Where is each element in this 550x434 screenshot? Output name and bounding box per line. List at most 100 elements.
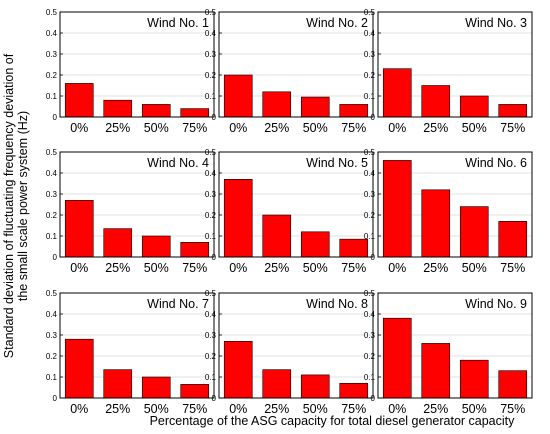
bar (262, 91, 292, 118)
y-tick-label: 0 (212, 113, 217, 122)
bar (339, 238, 369, 258)
x-tick-label: 25% (105, 121, 130, 135)
bar (459, 206, 489, 258)
bar (103, 369, 133, 399)
bar (103, 228, 133, 258)
x-tick-label: 0% (229, 402, 247, 416)
bar (382, 317, 412, 399)
x-axis-label: Percentage of the ASG capacity for total… (150, 414, 516, 428)
panel-title: Wind No. 4 (147, 156, 209, 170)
y-tick-label: 0.3 (205, 50, 217, 59)
y-tick-label: 0.4 (46, 169, 58, 178)
bar (64, 338, 94, 399)
panel-title: Wind No. 7 (147, 297, 209, 311)
y-tick-label: 0 (53, 253, 58, 262)
plot-frame (59, 151, 215, 258)
y-tick-label: 0.1 (205, 232, 217, 241)
y-tick-label: 0.5 (205, 8, 217, 17)
y-tick-label: 0.2 (205, 352, 217, 361)
y-tick-label: 0.5 (205, 289, 217, 298)
y-tick-label: 0.1 (46, 232, 58, 241)
y-tick-label: 0.2 (46, 352, 58, 361)
y-tick-label: 0.3 (205, 190, 217, 199)
bar (180, 108, 210, 118)
bar (382, 160, 412, 258)
bar (180, 242, 210, 258)
x-tick-label: 0% (229, 121, 247, 135)
x-tick-label: 0% (388, 121, 406, 135)
plot-frame (377, 292, 533, 399)
y-tick-label: 0.4 (205, 310, 217, 319)
panel-title: Wind No. 1 (147, 16, 209, 30)
y-tick-label: 0.4 (364, 29, 376, 38)
chart-panel-6: 0 0.1 0.2 0.3 0.4 0.5 0% 25% 50% 75% Wind No. 6 (364, 148, 533, 275)
x-tick-label: 25% (105, 402, 130, 416)
y-tick-label: 0 (371, 253, 376, 262)
y-tick-label: 0 (371, 394, 376, 403)
panel-title: Wind No. 6 (465, 156, 527, 170)
bar (421, 85, 451, 118)
x-tick-label: 0% (70, 121, 88, 135)
y-tick-label: 0.4 (46, 310, 58, 319)
y-tick-label: 0.2 (205, 71, 217, 80)
x-tick-label: 50% (462, 261, 487, 275)
x-tick-label: 25% (105, 261, 130, 275)
y-axis-label-line1: Standard deviation of fluctuating freque… (2, 53, 16, 358)
y-tick-label: 0.1 (364, 92, 376, 101)
bar (459, 95, 489, 118)
x-tick-label: 50% (462, 402, 487, 416)
x-tick-label: 75% (341, 121, 366, 135)
x-tick-label: 75% (341, 261, 366, 275)
y-tick-label: 0.1 (364, 232, 376, 241)
y-tick-label: 0.2 (46, 71, 58, 80)
x-tick-label: 50% (303, 121, 328, 135)
bar (459, 359, 489, 399)
bar (421, 189, 451, 258)
bar (223, 340, 253, 399)
x-tick-label: 25% (264, 261, 289, 275)
y-tick-label: 0.1 (205, 373, 217, 382)
x-tick-label: 0% (229, 261, 247, 275)
y-tick-label: 0.5 (46, 8, 58, 17)
y-tick-label: 0 (371, 113, 376, 122)
y-tick-label: 0.2 (205, 211, 217, 220)
panel-title: Wind No. 3 (465, 16, 527, 30)
x-tick-label: 75% (500, 261, 525, 275)
bar (223, 74, 253, 118)
x-tick-label: 75% (341, 402, 366, 416)
plot-frame (218, 292, 374, 399)
x-tick-label: 50% (462, 121, 487, 135)
panel-title: Wind No. 5 (306, 156, 368, 170)
y-tick-label: 0.5 (364, 289, 376, 298)
x-tick-label: 75% (182, 402, 207, 416)
y-tick-label: 0.3 (364, 331, 376, 340)
chart-panel-4: 0 0.1 0.2 0.3 0.4 0.5 0% 25% 50% 75% Wind No. 4 (46, 148, 215, 275)
y-axis-label-line2: the small scale power system (Hz) (16, 111, 30, 301)
y-tick-label: 0.3 (46, 50, 58, 59)
bar (223, 179, 253, 258)
bar (141, 235, 171, 258)
panel-title: Wind No. 9 (465, 297, 527, 311)
bar (300, 231, 330, 258)
bar (300, 374, 330, 399)
bar (262, 369, 292, 399)
y-tick-label: 0.5 (364, 8, 376, 17)
x-tick-label: 50% (303, 261, 328, 275)
y-tick-label: 0 (53, 394, 58, 403)
bar (64, 200, 94, 258)
x-tick-label: 75% (500, 121, 525, 135)
x-tick-label: 25% (423, 402, 448, 416)
plot-frame (218, 11, 374, 118)
bar (141, 104, 171, 118)
x-tick-label: 25% (264, 402, 289, 416)
y-tick-label: 0 (212, 253, 217, 262)
y-tick-label: 0.1 (46, 373, 58, 382)
bar (498, 370, 528, 399)
y-tick-label: 0.5 (46, 148, 58, 157)
y-tick-label: 0.2 (364, 71, 376, 80)
x-tick-label: 25% (423, 261, 448, 275)
plot-frame (218, 151, 374, 258)
x-tick-label: 0% (70, 261, 88, 275)
chart-panel-8: 0 0.1 0.2 0.3 0.4 0.5 0% 25% 50% 75% Wind No. 8 (205, 289, 374, 416)
y-tick-label: 0.4 (364, 169, 376, 178)
